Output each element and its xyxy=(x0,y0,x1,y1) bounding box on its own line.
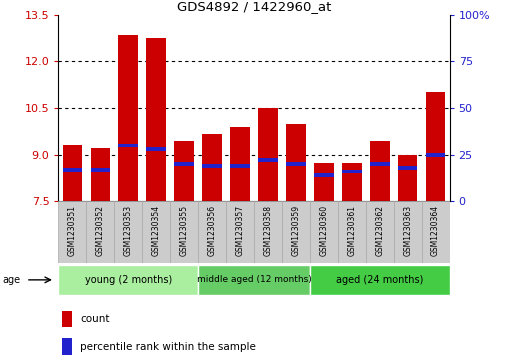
Bar xyxy=(174,162,194,166)
Bar xyxy=(142,201,170,263)
Text: GSM1230357: GSM1230357 xyxy=(236,204,244,256)
Bar xyxy=(426,93,446,201)
Bar xyxy=(338,201,366,263)
Text: percentile rank within the sample: percentile rank within the sample xyxy=(80,342,256,352)
Bar xyxy=(394,201,422,263)
Bar xyxy=(342,163,362,201)
Text: young (2 months): young (2 months) xyxy=(85,275,172,285)
Text: middle aged (12 months): middle aged (12 months) xyxy=(197,276,311,284)
Bar xyxy=(366,201,394,263)
Bar xyxy=(58,265,198,295)
Bar xyxy=(86,201,114,263)
Bar xyxy=(202,164,222,168)
Bar xyxy=(310,265,450,295)
Bar xyxy=(342,170,362,174)
Bar xyxy=(230,164,250,168)
Text: GSM1230356: GSM1230356 xyxy=(208,204,216,256)
Bar xyxy=(62,145,82,201)
Bar xyxy=(226,201,254,263)
Text: GSM1230355: GSM1230355 xyxy=(180,204,188,256)
Text: GSM1230360: GSM1230360 xyxy=(320,204,328,256)
Bar xyxy=(398,166,418,170)
Bar xyxy=(286,162,306,166)
Bar xyxy=(62,338,72,355)
Bar xyxy=(62,168,82,172)
Text: aged (24 months): aged (24 months) xyxy=(336,275,423,285)
Text: GSM1230351: GSM1230351 xyxy=(68,204,77,256)
Bar xyxy=(282,201,310,263)
Bar xyxy=(422,201,450,263)
Bar xyxy=(286,123,306,201)
Bar xyxy=(398,155,418,201)
Bar xyxy=(174,141,194,201)
Text: GSM1230352: GSM1230352 xyxy=(96,204,105,256)
Bar xyxy=(118,35,138,201)
Text: GSM1230354: GSM1230354 xyxy=(152,204,161,256)
Bar xyxy=(370,141,390,201)
Bar xyxy=(146,38,166,201)
Bar xyxy=(426,153,446,156)
Bar xyxy=(258,159,278,162)
Bar xyxy=(370,162,390,166)
Bar xyxy=(310,201,338,263)
Bar xyxy=(314,174,334,177)
Text: GSM1230358: GSM1230358 xyxy=(264,204,272,256)
Text: GSM1230361: GSM1230361 xyxy=(347,204,356,256)
Text: age: age xyxy=(3,275,21,285)
Text: GSM1230363: GSM1230363 xyxy=(403,204,412,256)
Bar xyxy=(114,201,142,263)
Bar xyxy=(58,201,86,263)
Bar xyxy=(230,127,250,201)
Title: GDS4892 / 1422960_at: GDS4892 / 1422960_at xyxy=(177,0,331,13)
Text: GSM1230353: GSM1230353 xyxy=(124,204,133,256)
Bar xyxy=(90,148,110,201)
Bar xyxy=(170,201,198,263)
Bar xyxy=(118,143,138,147)
Text: GSM1230359: GSM1230359 xyxy=(292,204,300,256)
Bar xyxy=(202,134,222,201)
Bar xyxy=(146,147,166,151)
Bar xyxy=(254,201,282,263)
Text: count: count xyxy=(80,314,109,324)
Text: GSM1230362: GSM1230362 xyxy=(375,204,384,256)
Bar xyxy=(62,311,72,327)
Bar xyxy=(198,265,310,295)
Bar xyxy=(314,163,334,201)
Bar xyxy=(198,201,226,263)
Bar xyxy=(258,108,278,201)
Text: GSM1230364: GSM1230364 xyxy=(431,204,440,256)
Bar xyxy=(90,168,110,172)
